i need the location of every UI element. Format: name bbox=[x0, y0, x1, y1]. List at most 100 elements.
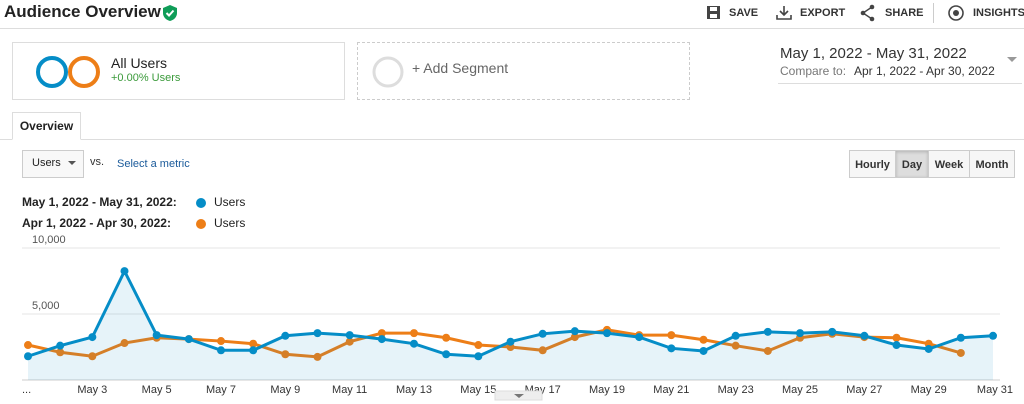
x-tick-label: May 23 bbox=[718, 384, 754, 396]
x-tick-label: May 11 bbox=[332, 384, 367, 396]
point bbox=[731, 331, 740, 340]
granularity-button[interactable]: Month bbox=[969, 150, 1015, 178]
segment-box[interactable] bbox=[12, 42, 345, 100]
vs-label: vs. bbox=[90, 156, 105, 168]
point bbox=[538, 329, 547, 338]
point bbox=[249, 346, 258, 355]
point bbox=[377, 329, 386, 338]
segment-name: All Users bbox=[111, 55, 168, 71]
chart: 5,000 10,000... May 3 May 5 May 7 May 9 May 11… bbox=[22, 195, 1013, 401]
point bbox=[249, 339, 258, 348]
legend-name: Users bbox=[214, 216, 245, 230]
point bbox=[763, 327, 772, 336]
scroll-arrow bbox=[514, 394, 524, 398]
divider bbox=[933, 3, 934, 23]
point bbox=[184, 335, 193, 344]
point bbox=[377, 335, 386, 344]
date-rule bbox=[778, 83, 1022, 84]
add-segment[interactable]: + Add Segment bbox=[412, 60, 509, 76]
point bbox=[24, 352, 32, 361]
point bbox=[892, 341, 901, 350]
share-button[interactable]: SHARE bbox=[885, 7, 924, 19]
legend-dot bbox=[196, 198, 206, 208]
dropdown-arrow bbox=[68, 161, 76, 165]
tab-rule bbox=[0, 139, 1024, 140]
point bbox=[56, 341, 65, 350]
x-tick-label: May 5 bbox=[142, 384, 172, 396]
point bbox=[410, 329, 418, 338]
y-tick-label: 5,000 bbox=[32, 300, 60, 312]
point bbox=[538, 346, 547, 355]
x-tick-label: May 3 bbox=[77, 384, 107, 396]
point bbox=[763, 346, 772, 355]
point bbox=[796, 329, 804, 338]
point bbox=[956, 348, 965, 357]
point bbox=[699, 346, 708, 355]
point bbox=[217, 346, 225, 355]
compare-label: Compare to: bbox=[780, 64, 847, 78]
x-tick-label: May 29 bbox=[911, 384, 947, 396]
legend-dot bbox=[196, 219, 206, 229]
point bbox=[313, 352, 322, 361]
page-title: Audience Overview bbox=[4, 2, 161, 21]
metric-dropdown[interactable] bbox=[22, 150, 84, 178]
y-tick-label: 10,000 bbox=[32, 234, 66, 246]
save-button[interactable]: SAVE bbox=[729, 7, 759, 19]
date-range[interactable]: May 1, 2022 - May 31, 2022 bbox=[780, 45, 967, 62]
point bbox=[56, 348, 65, 357]
export-button[interactable]: EXPORT bbox=[800, 7, 846, 19]
point bbox=[217, 337, 225, 346]
point bbox=[731, 341, 740, 350]
point bbox=[313, 329, 322, 338]
point bbox=[699, 335, 708, 344]
point bbox=[345, 331, 354, 340]
x-tick-label: May 25 bbox=[782, 384, 818, 396]
point bbox=[828, 327, 837, 336]
header-rule bbox=[0, 28, 1024, 29]
point bbox=[956, 333, 965, 342]
x-tick-label: May 7 bbox=[206, 384, 236, 396]
point bbox=[345, 337, 354, 346]
point bbox=[281, 350, 290, 359]
point bbox=[603, 329, 611, 338]
overview-tab[interactable]: Overview bbox=[12, 112, 81, 140]
granularity-button[interactable]: Hourly bbox=[849, 150, 896, 178]
point bbox=[442, 350, 451, 359]
point bbox=[635, 333, 644, 342]
x-tick-label: May 9 bbox=[270, 384, 300, 396]
point bbox=[667, 344, 676, 353]
point bbox=[474, 341, 483, 350]
verified-icon bbox=[163, 5, 177, 21]
x-tick-label: May 13 bbox=[396, 384, 432, 396]
point bbox=[989, 331, 997, 340]
x-tick-label: May 27 bbox=[846, 384, 882, 396]
add-segment-box[interactable] bbox=[357, 42, 690, 100]
point bbox=[152, 331, 161, 340]
point bbox=[506, 337, 515, 346]
metric-selected: Users bbox=[32, 157, 61, 169]
segment-change: +0.00% Users bbox=[111, 72, 181, 84]
segment-icon bbox=[36, 56, 100, 88]
point bbox=[120, 267, 129, 276]
point bbox=[88, 352, 97, 361]
granularity-button[interactable]: Week bbox=[928, 150, 970, 178]
legend-range: Apr 1, 2022 - Apr 30, 2022: bbox=[22, 216, 171, 230]
compare-range: Apr 1, 2022 - Apr 30, 2022 bbox=[854, 64, 995, 78]
x-tick-label: May 31 bbox=[977, 384, 1013, 396]
point bbox=[410, 339, 418, 348]
granularity-button[interactable]: Day bbox=[895, 150, 929, 178]
legend-range: May 1, 2022 - May 31, 2022: bbox=[22, 195, 177, 209]
insights-button[interactable]: INSIGHTS bbox=[973, 7, 1024, 19]
point bbox=[281, 331, 290, 340]
point bbox=[570, 327, 579, 336]
legend-name: Users bbox=[214, 195, 245, 209]
x-tick-label: ... bbox=[22, 384, 31, 396]
point bbox=[570, 333, 579, 342]
x-tick-label: May 21 bbox=[653, 384, 689, 396]
export-icon bbox=[776, 6, 792, 20]
select-metric[interactable]: Select a metric bbox=[117, 158, 190, 170]
point bbox=[88, 333, 97, 342]
point bbox=[667, 331, 676, 340]
point bbox=[892, 333, 901, 342]
